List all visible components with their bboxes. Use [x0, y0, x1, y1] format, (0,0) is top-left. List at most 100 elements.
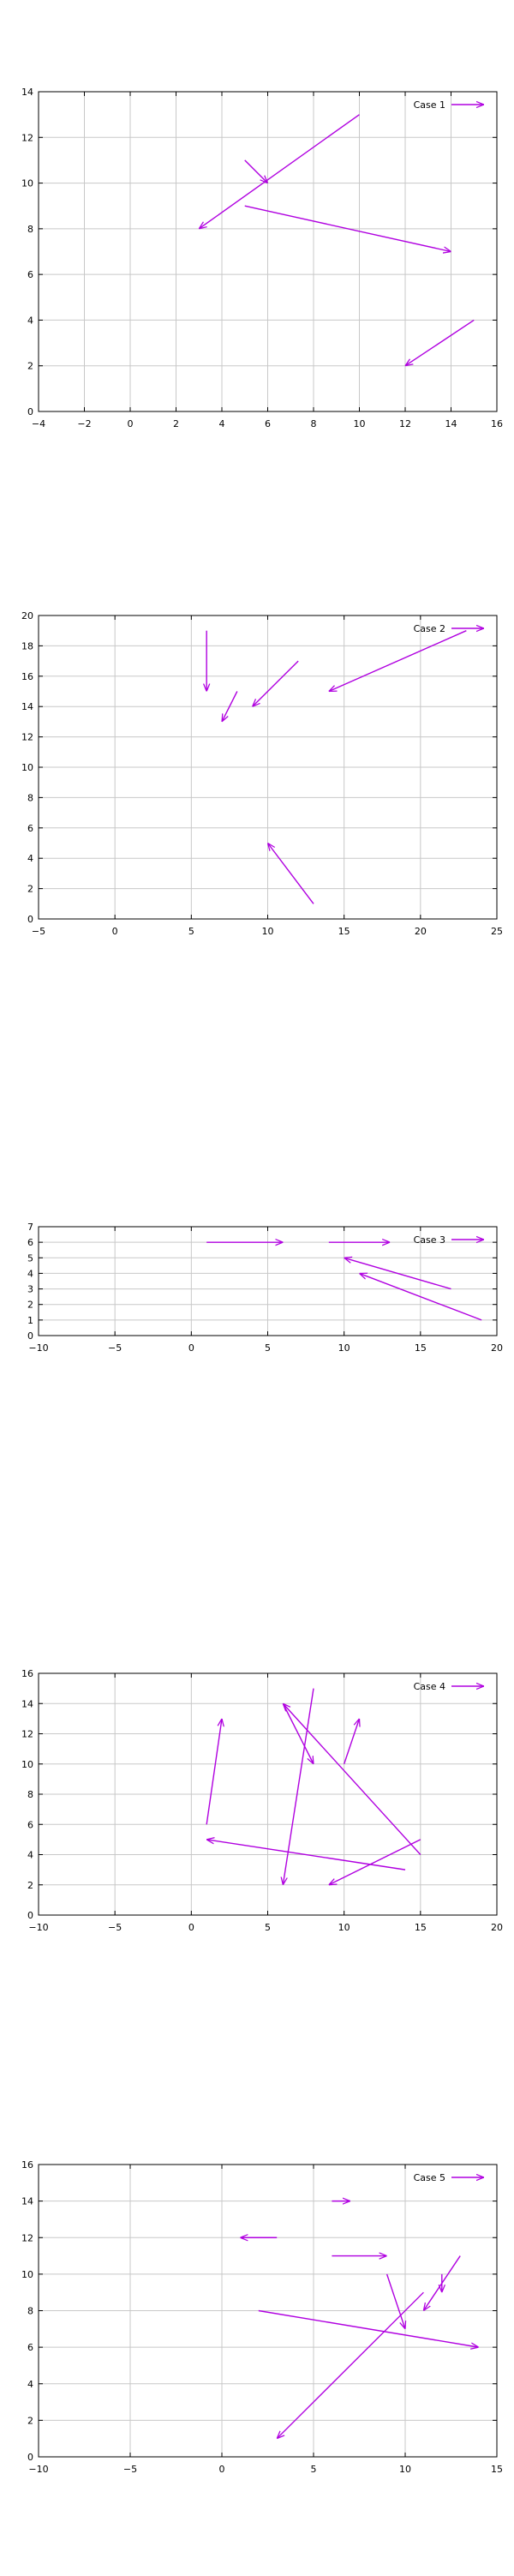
- y-tick-label: 6: [27, 2342, 33, 2353]
- y-tick-label: 4: [27, 853, 33, 864]
- y-tick-label: 0: [27, 1910, 33, 1921]
- x-tick-label: 10: [354, 418, 366, 429]
- x-tick-label: 15: [491, 2464, 503, 2475]
- chart-1: −4 −2 0 2 4 6 8 10 12 14 16 0 2 4 6 8 10 12 14 Case 1: [21, 87, 503, 429]
- x-tick-label: 4: [219, 418, 225, 429]
- y-tick-label: 7: [27, 1222, 33, 1233]
- vector-arrow: [283, 1703, 421, 1854]
- vector-arrow: [268, 844, 314, 904]
- x-tick-label: 10: [399, 2464, 411, 2475]
- y-tick-label: 4: [27, 1850, 33, 1861]
- x-tick-label: 5: [265, 1342, 271, 1354]
- y-tick-label: 4: [27, 1268, 33, 1279]
- x-tick-label: 16: [491, 418, 503, 429]
- x-tick-label: 0: [112, 926, 118, 937]
- y-tick-label: 8: [27, 2306, 33, 2317]
- vector-arrow: [329, 1840, 421, 1885]
- x-tick-label: 15: [415, 1922, 427, 1933]
- x-tick-label: 0: [188, 1922, 194, 1933]
- y-tick-label: 14: [21, 701, 33, 712]
- y-tick-label: 4: [27, 315, 33, 326]
- y-tick-label: 10: [21, 2269, 33, 2280]
- x-tick-label: −5: [108, 1342, 122, 1354]
- x-tick-label: 6: [265, 418, 271, 429]
- legend-label: Case 5: [414, 2172, 445, 2183]
- y-tick-label: 10: [21, 1759, 33, 1770]
- x-tick-label: −5: [108, 1922, 122, 1933]
- y-tick-label: 0: [27, 914, 33, 925]
- x-tick-label: −10: [28, 1342, 48, 1354]
- x-tick-label: 12: [399, 418, 411, 429]
- y-tick-label: 10: [21, 762, 33, 773]
- vector-arrow: [344, 1719, 360, 1764]
- x-tick-label: 0: [188, 1342, 194, 1354]
- x-tick-label: 5: [265, 1922, 271, 1933]
- y-tick-label: 0: [27, 2452, 33, 2463]
- x-tick-label: 20: [491, 1342, 503, 1354]
- y-tick-label: 4: [27, 2379, 33, 2390]
- vector-arrow: [199, 115, 359, 229]
- y-tick-label: 12: [21, 132, 33, 143]
- x-tick-label: −10: [28, 1922, 48, 1933]
- y-tick-label: 6: [27, 823, 33, 834]
- legend-label: Case 2: [414, 623, 445, 634]
- x-tick-label: 5: [188, 926, 194, 937]
- x-tick-label: 2: [173, 418, 179, 429]
- y-tick-label: 14: [21, 1698, 33, 1709]
- x-tick-label: −5: [123, 2464, 137, 2475]
- vector-arrow: [253, 661, 299, 706]
- legend-label: Case 1: [414, 99, 445, 111]
- y-tick-label: 3: [27, 1284, 33, 1295]
- y-tick-label: 1: [27, 1315, 33, 1326]
- x-tick-label: 20: [491, 1922, 503, 1933]
- y-tick-label: 14: [21, 87, 33, 98]
- vector-arrow: [405, 320, 474, 365]
- chart-4: −10 −5 0 5 10 15 20 0 2 4 6 8 10 12 14 16 Case 4: [21, 1668, 503, 1933]
- vector-arrow: [277, 2292, 423, 2439]
- y-tick-label: 6: [27, 1237, 33, 1248]
- x-tick-label: −2: [77, 418, 91, 429]
- x-tick-label: 25: [491, 926, 503, 937]
- x-tick-label: 10: [262, 926, 274, 937]
- vector-arrow: [206, 1719, 222, 1824]
- x-tick-label: 14: [445, 418, 457, 429]
- y-tick-label: 20: [21, 610, 33, 621]
- x-tick-label: 5: [311, 2464, 317, 2475]
- y-tick-label: 16: [21, 1668, 33, 1679]
- x-tick-label: 15: [338, 926, 350, 937]
- y-tick-label: 5: [27, 1252, 33, 1264]
- vector-arrow: [387, 2274, 405, 2329]
- vector-arrow: [329, 631, 466, 692]
- x-tick-label: −5: [32, 926, 45, 937]
- x-tick-label: 0: [128, 418, 134, 429]
- legend-label: Case 3: [414, 1234, 445, 1246]
- x-tick-label: 0: [219, 2464, 225, 2475]
- x-tick-label: 10: [338, 1342, 350, 1354]
- y-tick-label: 8: [27, 1789, 33, 1800]
- y-tick-label: 16: [21, 671, 33, 682]
- y-tick-label: 12: [21, 2232, 33, 2243]
- y-tick-label: 2: [27, 361, 33, 372]
- y-tick-label: 14: [21, 2196, 33, 2207]
- x-tick-label: 8: [311, 418, 317, 429]
- y-tick-label: 2: [27, 1880, 33, 1891]
- vector-arrow: [245, 160, 268, 183]
- vector-arrow: [259, 2311, 479, 2348]
- x-tick-label: 15: [415, 1342, 427, 1354]
- y-tick-label: 2: [27, 1300, 33, 1311]
- x-tick-label: −10: [28, 2464, 48, 2475]
- x-tick-label: 20: [415, 926, 427, 937]
- y-tick-label: 6: [27, 269, 33, 280]
- y-tick-label: 8: [27, 792, 33, 803]
- x-tick-label: 10: [338, 1922, 350, 1933]
- chart-5: −10 −5 0 5 10 15 0 2 4 6 8 10 12 14 16 Case 5: [21, 2159, 503, 2475]
- x-tick-label: −4: [32, 418, 45, 429]
- y-tick-label: 12: [21, 1729, 33, 1740]
- y-tick-label: 6: [27, 1819, 33, 1830]
- y-tick-label: 8: [27, 224, 33, 235]
- legend-label: Case 4: [414, 1681, 445, 1692]
- y-tick-label: 2: [27, 2415, 33, 2426]
